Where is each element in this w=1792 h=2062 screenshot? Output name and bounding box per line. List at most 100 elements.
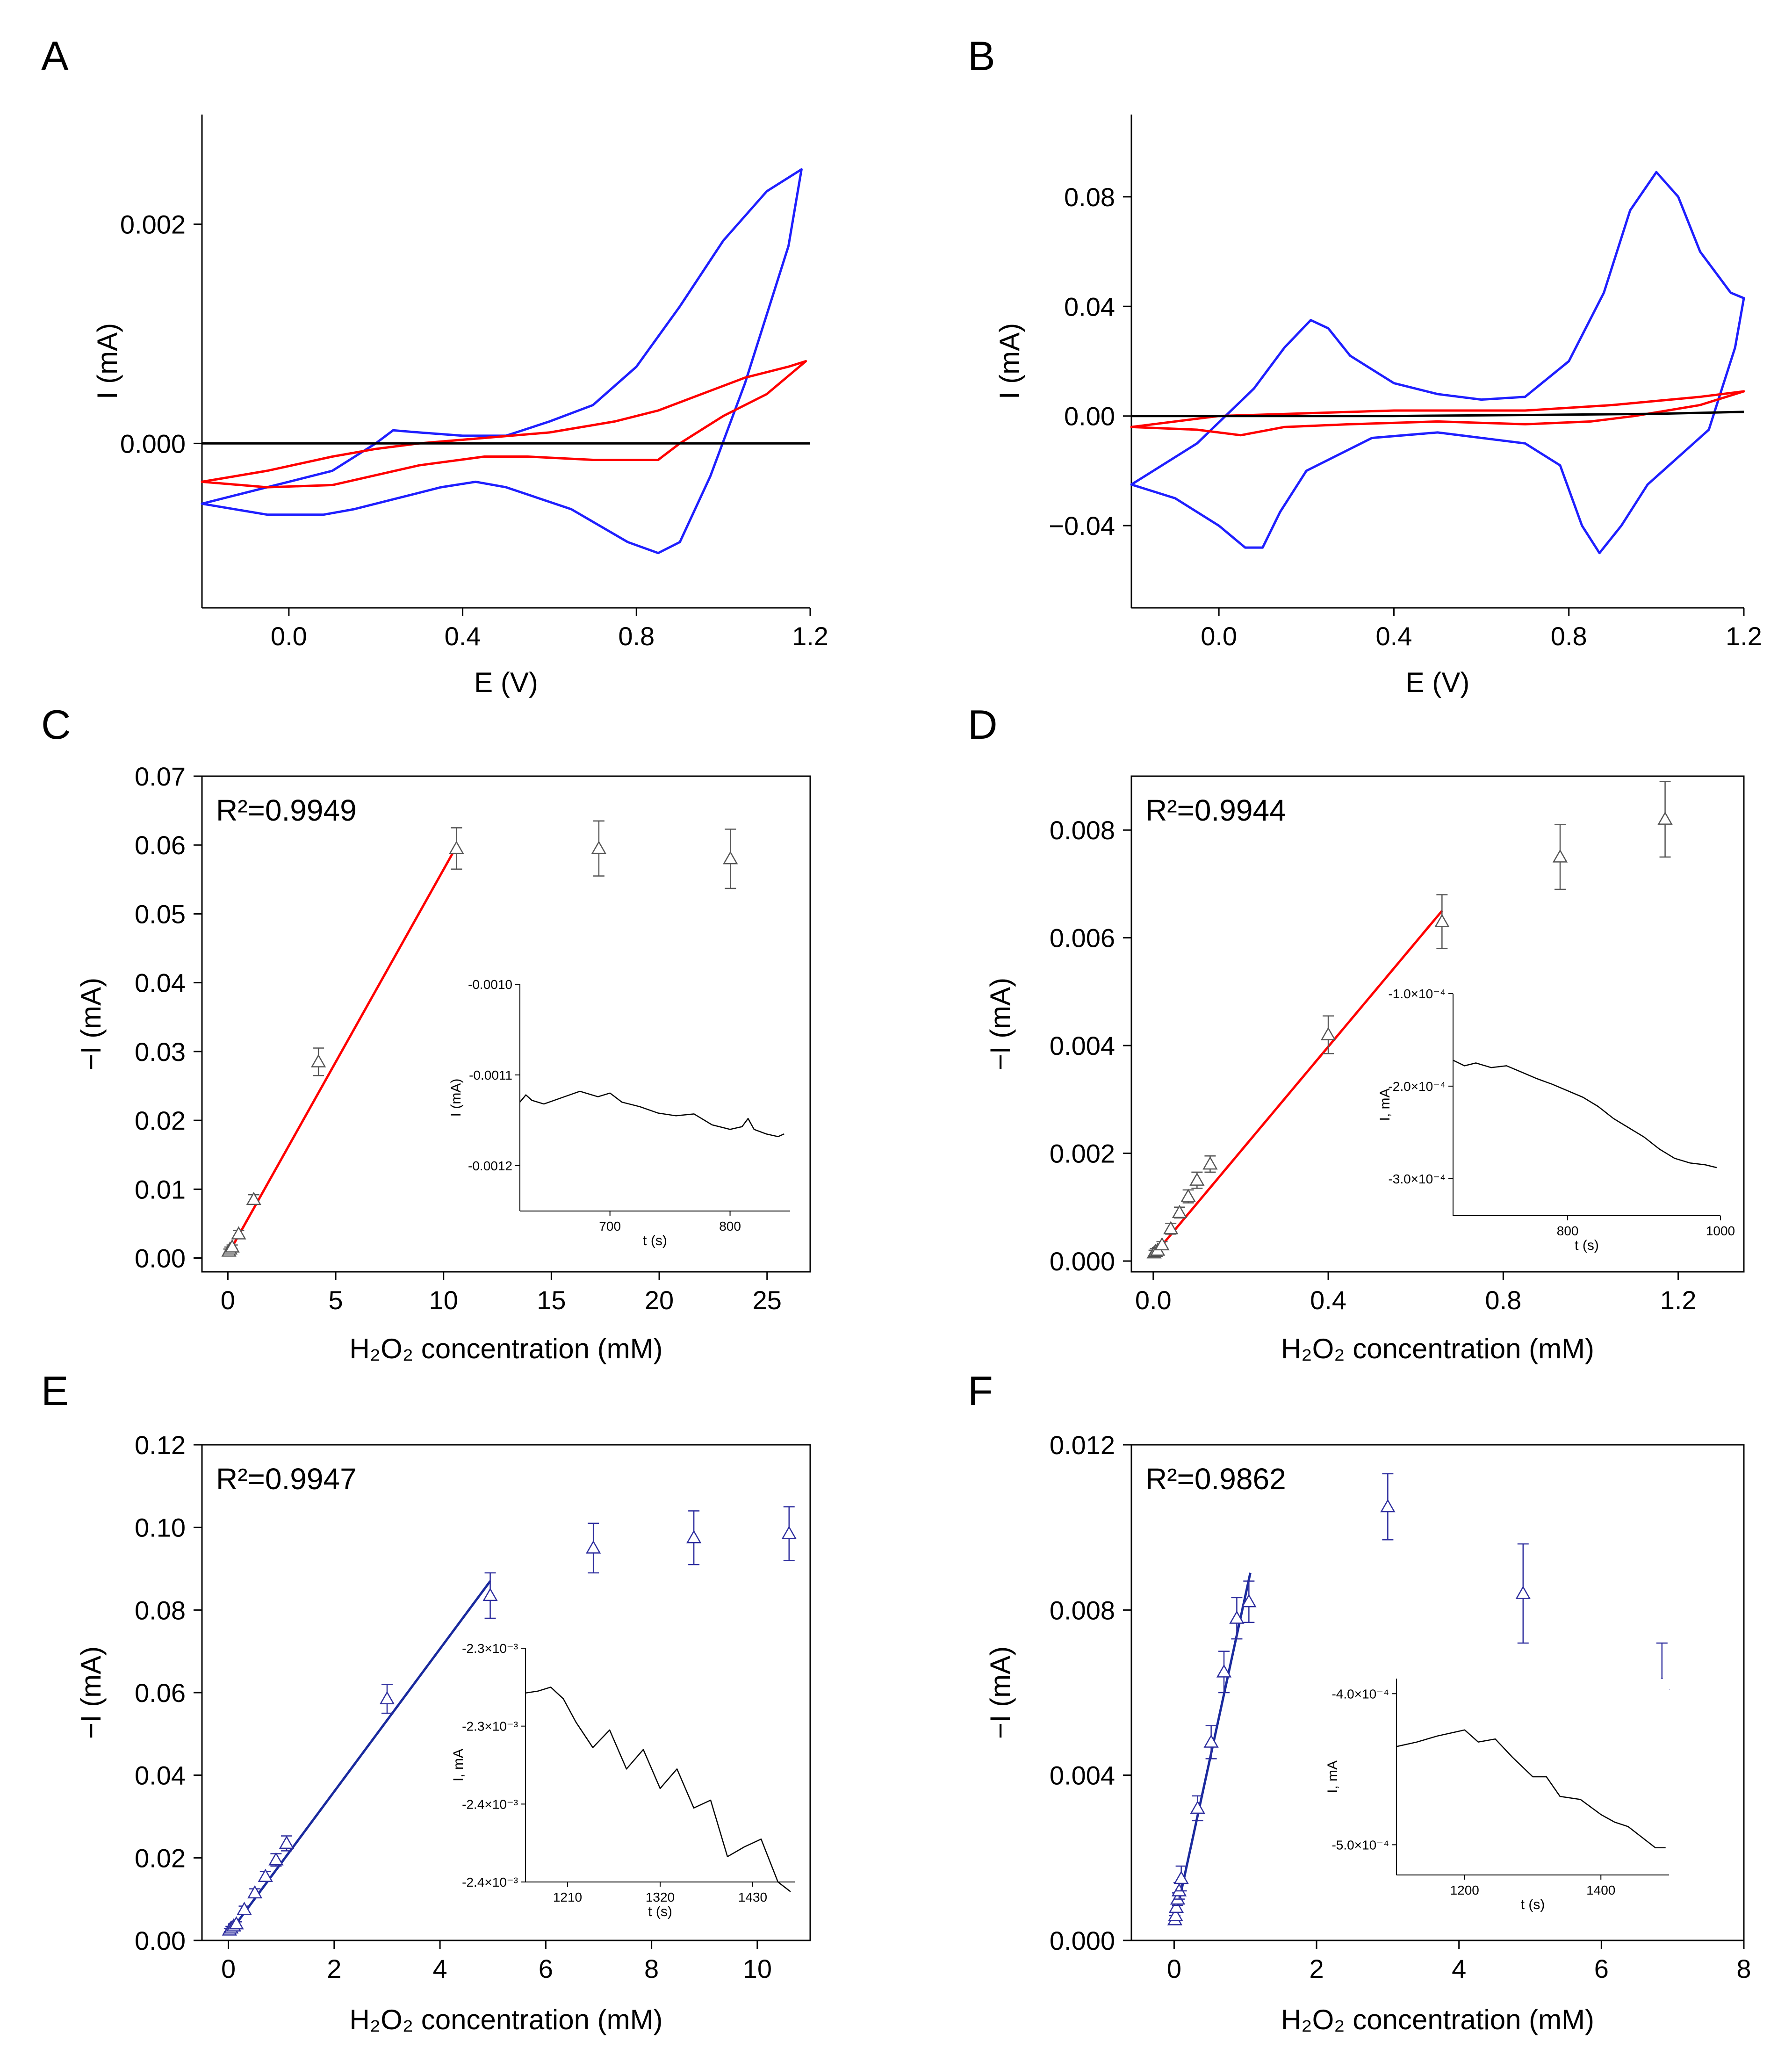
x-axis-label: E (V)	[474, 667, 538, 698]
data-point	[237, 1902, 252, 1915]
fit-line	[1152, 910, 1443, 1257]
data-point	[1168, 1899, 1184, 1913]
r-squared-label: R²=0.9947	[216, 1462, 357, 1496]
data-point	[1202, 1156, 1218, 1170]
series-red-line	[1130, 390, 1745, 437]
series-black-line	[1131, 411, 1744, 418]
panel-d-letter: D	[968, 701, 998, 748]
y-tick-label: 0.00	[135, 1244, 186, 1273]
data-point	[1154, 1237, 1170, 1251]
inset-y-tick-label: -2.3×10⁻³	[462, 1641, 518, 1656]
data-point	[723, 851, 738, 865]
y-tick-label: 0.002	[120, 209, 186, 239]
inset-trace-line	[519, 1090, 784, 1138]
data-point	[1320, 1027, 1336, 1040]
inset-chart: 700 800 -0.0010 -0.0011 -0.0012 t (s) I (mA)	[448, 977, 790, 1248]
data-point	[1189, 1172, 1205, 1186]
x-tick-label: 15	[537, 1285, 566, 1315]
x-tick-label: 0.8	[1485, 1285, 1521, 1315]
data-point	[1170, 1891, 1186, 1905]
x-tick-label: 2	[327, 1954, 341, 1983]
x-tick-label: 6	[539, 1954, 553, 1983]
inset-background	[525, 1648, 795, 1882]
y-tick-label: 0.08	[135, 1595, 186, 1625]
series-blue-line	[201, 168, 803, 555]
x-tick-label: 10	[429, 1285, 458, 1315]
data-point	[1229, 1610, 1245, 1624]
inset-trace-line	[525, 1687, 791, 1892]
panel-d: D 0.0 0.4 0.8 1.2 0.000 0.002 0.004 0.006 0.008 H₂…	[968, 701, 1745, 1364]
panel-b: B 0.0 0.4 0.8 1.2 −0.04 0.00 0.04 0.08 E (V) I (mA…	[968, 33, 1762, 698]
x-tick-label: 0	[221, 1285, 235, 1315]
data-point	[1657, 811, 1673, 825]
y-tick-label: 0.006	[1050, 923, 1115, 953]
data-point	[1515, 1586, 1531, 1599]
inset-y-tick-label: -3.0×10⁻⁴	[1388, 1172, 1446, 1186]
inset-x-label: t (s)	[648, 1904, 672, 1919]
inset-x-tick-label: 800	[1557, 1224, 1579, 1238]
data-point	[586, 1540, 601, 1554]
panel-e: E 0 2 4 6 8 10 0.00 0.02 0.04 0.06 0.08 0.10 0.12 H₂O₂…	[41, 1368, 811, 2035]
data-point	[246, 1191, 261, 1205]
y-tick-label: 0.04	[135, 1761, 186, 1790]
inset-y-tick-label: -0.0012	[468, 1159, 512, 1173]
inset-trace-line	[1396, 1729, 1666, 1849]
y-axis-label: −I (mA)	[75, 978, 107, 1070]
inset-x-tick-label: 1400	[1586, 1883, 1615, 1897]
y-tick-label: 0.10	[135, 1513, 186, 1543]
inset-background	[1453, 994, 1720, 1216]
panel-f-letter: F	[968, 1368, 993, 1414]
y-axis-label: −I (mA)	[985, 1646, 1016, 1739]
x-tick-label: 8	[644, 1954, 659, 1983]
y-tick-label: 0.06	[135, 1678, 186, 1708]
y-axis-label: I (mA)	[994, 323, 1025, 399]
x-tick-label: 6	[1594, 1954, 1609, 1983]
x-tick-label: 1.2	[792, 621, 828, 651]
x-tick-label: 4	[433, 1954, 447, 1983]
x-tick-label: 0.8	[1551, 621, 1587, 651]
r-squared-label: R²=0.9944	[1145, 793, 1286, 827]
y-tick-label: 0.08	[1064, 182, 1115, 212]
data-point	[1163, 1221, 1179, 1234]
data-point	[310, 1054, 326, 1067]
plot-frame	[1130, 775, 1745, 1273]
x-tick-label: 0.0	[1135, 1285, 1172, 1315]
data-point	[1203, 1734, 1219, 1748]
data-point	[231, 1226, 246, 1240]
data-point	[1241, 1594, 1257, 1608]
data-point	[482, 1587, 498, 1601]
data-point	[279, 1835, 295, 1849]
panel-f: F 0 2 4 6 8 0.000 0.004 0.008 0.012 H₂O₂ concentra…	[968, 1368, 1751, 2035]
inset-chart: 800 1000 -1.0×10⁻⁴ -2.0×10⁻⁴ -3.0×10⁻⁴ t (s) I…	[1377, 987, 1735, 1253]
inset-y-label: I, mA	[1377, 1088, 1393, 1121]
data-point	[1173, 1870, 1189, 1884]
inset-x-tick-label: 1210	[553, 1890, 582, 1904]
x-tick-label: 10	[743, 1954, 772, 1983]
y-tick-label: 0.01	[135, 1175, 186, 1204]
y-tick-label: 0.008	[1050, 815, 1115, 845]
y-tick-label: 0.002	[1050, 1139, 1115, 1168]
inset-y-tick-label: -2.4×10⁻³	[462, 1875, 518, 1889]
x-tick-label: 1.2	[1726, 621, 1762, 651]
data-point	[229, 1916, 244, 1930]
x-tick-label: 0.4	[1375, 621, 1412, 651]
inset-x-tick-label: 1200	[1450, 1883, 1479, 1897]
inset-x-label: t (s)	[643, 1233, 667, 1248]
series-blue-line	[1130, 171, 1745, 555]
inset-y-tick-label: -2.0×10⁻⁴	[1388, 1079, 1446, 1094]
plot-frame	[201, 775, 811, 1273]
fit-line	[227, 845, 458, 1255]
y-tick-label: 0.07	[135, 762, 186, 791]
inset-y-label: I, mA	[1325, 1760, 1340, 1793]
data-point	[224, 1239, 240, 1253]
y-tick-label: 0.02	[135, 1106, 186, 1135]
r-squared-label: R²=0.9862	[1145, 1462, 1286, 1496]
x-tick-label: 0.0	[271, 621, 307, 651]
data-point	[379, 1691, 395, 1704]
inset-background	[520, 984, 790, 1211]
x-tick-label: 0.0	[1201, 621, 1237, 651]
y-tick-label: 0.012	[1050, 1430, 1115, 1460]
plot-frame	[1130, 1444, 1745, 1941]
panel-c: C 0 5 10 15 20 25 0.00 0.01 0.02 0.03 0.04 0.05 0.06 0…	[41, 701, 811, 1364]
